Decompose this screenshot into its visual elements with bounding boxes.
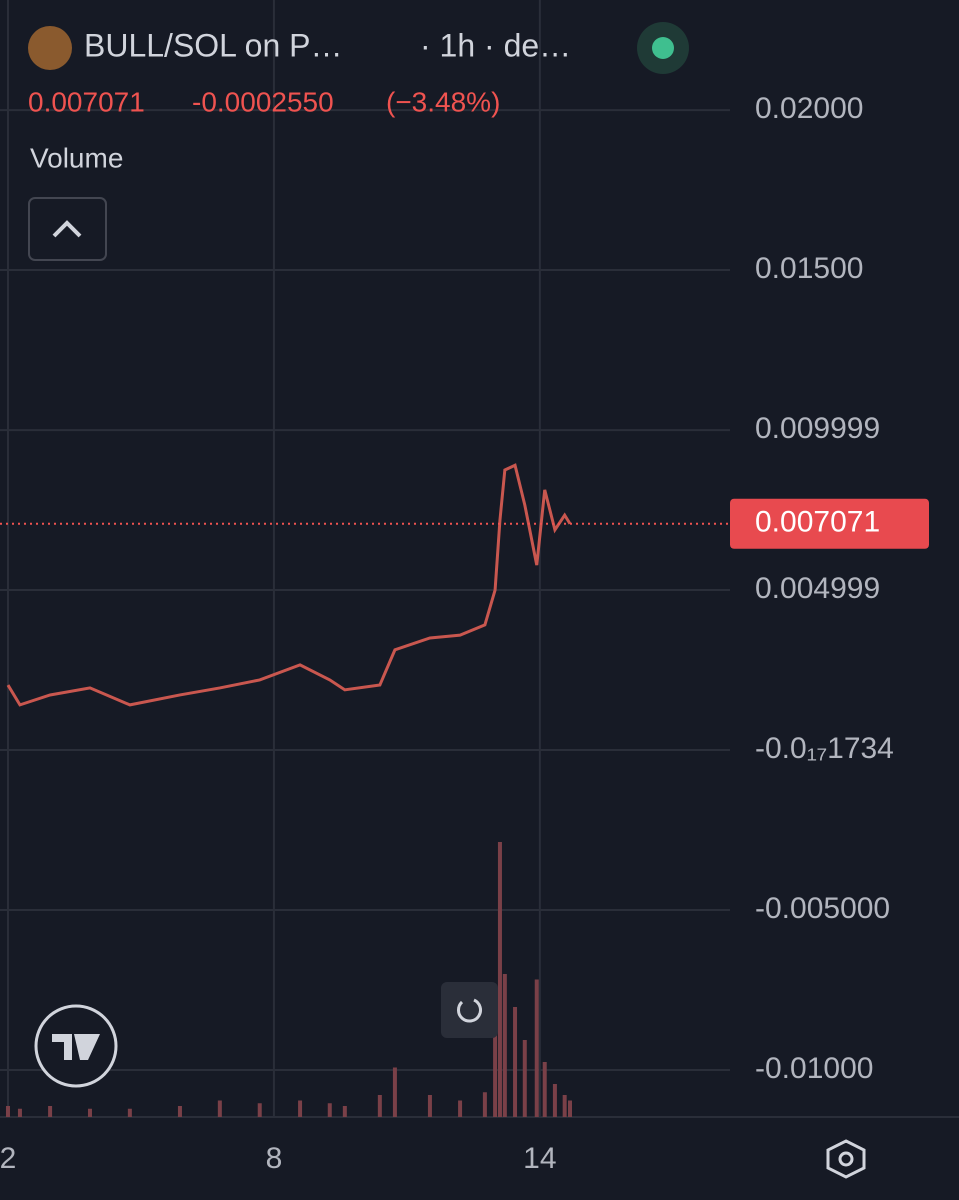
volume-bar	[177, 1106, 182, 1117]
price-line	[6, 463, 572, 707]
volume-bar	[87, 1108, 92, 1117]
volume-bar	[493, 993, 498, 1117]
symbol-title[interactable]: BULL/SOL on P…	[84, 27, 343, 63]
volume-bar	[257, 1103, 262, 1117]
tv-logo-mark	[52, 1034, 100, 1060]
price-change: -0.0002550	[192, 86, 334, 117]
volume-bar	[48, 1106, 53, 1117]
x-tick-label: 14	[523, 1142, 556, 1175]
volume-bar	[567, 1100, 572, 1117]
status-dot	[652, 37, 674, 59]
grid	[0, 0, 730, 1117]
volume-bar	[327, 1103, 332, 1117]
y-tick-label: 0.02000	[755, 92, 863, 125]
volume-label: Volume	[30, 142, 123, 173]
volume-bar	[522, 1040, 527, 1117]
volume-bar	[502, 974, 507, 1117]
volume-bar	[342, 1106, 347, 1117]
interval[interactable]: · 1h · de…	[420, 27, 571, 63]
settings-icon[interactable]	[826, 1139, 866, 1179]
x-tick-label: 8	[266, 1142, 283, 1175]
volume-bar	[497, 842, 502, 1117]
plot	[0, 463, 730, 1117]
volume-bar	[458, 1100, 463, 1117]
y-tick-label: 0.009999	[755, 412, 880, 445]
reset-button[interactable]	[441, 982, 498, 1038]
volume-bar	[127, 1108, 132, 1117]
y-tick-label: -0.0₁₇1734	[755, 732, 894, 765]
volume-bar	[482, 1092, 487, 1117]
collapse-icon	[52, 220, 82, 238]
last-price-tag	[730, 498, 929, 549]
volume-bar	[427, 1095, 432, 1117]
volume-bar	[552, 1084, 557, 1117]
volume-bar	[5, 1106, 10, 1117]
token-logo[interactable]	[28, 26, 72, 70]
last-price: 0.007071	[28, 86, 145, 117]
y-tick-label: -0.005000	[755, 892, 890, 925]
volume-bar	[542, 1062, 547, 1117]
volume-bar	[562, 1095, 567, 1117]
y-tick-label: -0.01000	[755, 1052, 873, 1085]
settings-icon-center	[838, 1151, 854, 1167]
volume-bar	[298, 1100, 303, 1117]
y-tick-label: 0.004999	[755, 572, 880, 605]
reset-icon	[457, 998, 482, 1023]
last-price-tag-text: 0.007071	[755, 506, 880, 539]
y-tick-label: 0.01500	[755, 252, 863, 285]
volume-bar	[17, 1108, 22, 1117]
volume-bar	[217, 1100, 222, 1117]
x-tick-label: 2	[0, 1142, 16, 1175]
collapse-button[interactable]	[28, 197, 107, 261]
tv-logo[interactable]	[34, 1004, 118, 1088]
volume-bar	[513, 1007, 518, 1117]
volume-bar	[534, 979, 539, 1117]
volume-bar	[377, 1095, 382, 1117]
volume-bar	[392, 1067, 397, 1117]
price-change-pct: (−3.48%)	[386, 86, 500, 117]
